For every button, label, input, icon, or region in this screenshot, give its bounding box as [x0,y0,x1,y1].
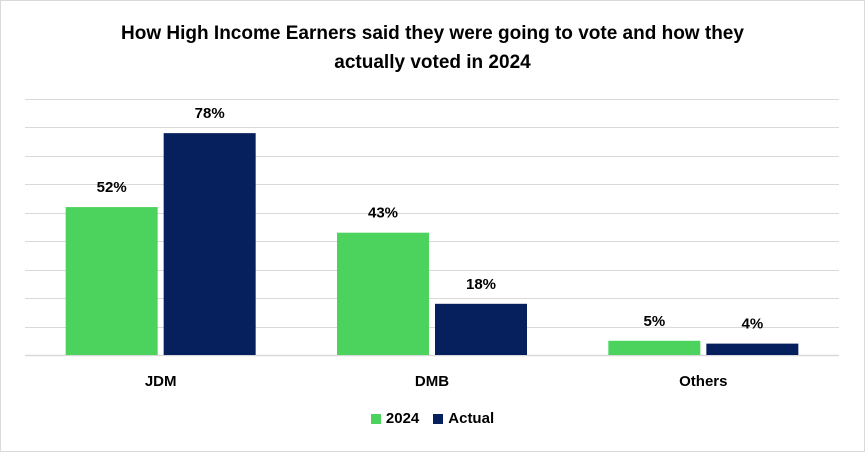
bar-dmb-2024 [337,232,429,355]
data-label-others-actual: 4% [741,316,763,333]
data-label-jdm-2024: 52% [97,179,127,196]
chart-title-line-1: How High Income Earners said they were g… [121,23,744,44]
legend-item-actual: Actual [433,410,494,427]
legend-swatch-actual [433,413,444,424]
data-label-dmb-actual: 18% [466,276,496,293]
bars [65,133,799,355]
category-label-dmb: DMB [415,373,449,390]
chart-title: How High Income Earners said they were g… [1,19,864,77]
data-label-others-2024: 5% [643,313,665,330]
bar-dmb-actual [435,303,527,355]
legend-swatch-2024 [370,413,381,424]
bar-jdm-actual [163,133,256,355]
legend-label-2024: 2024 [385,410,420,427]
category-label-jdm: JDM [145,373,177,390]
category-labels: JDM DMB Others [145,373,728,390]
bar-others-actual [706,343,799,355]
category-label-others: Others [679,373,727,390]
data-label-jdm-actual: 78% [195,105,225,122]
data-labels: 52% 78% 43% 18% 5% 4% [97,105,764,332]
bar-others-2024 [608,340,701,355]
chart-title-line-2: actually voted in 2024 [334,52,531,73]
data-label-dmb-2024: 43% [368,205,398,222]
legend-item-2024: 2024 [370,410,420,427]
legend: 2024 Actual [1,410,864,427]
bar-jdm-2024 [65,207,158,355]
gridlines [25,99,839,357]
legend-label-actual: Actual [448,410,495,427]
